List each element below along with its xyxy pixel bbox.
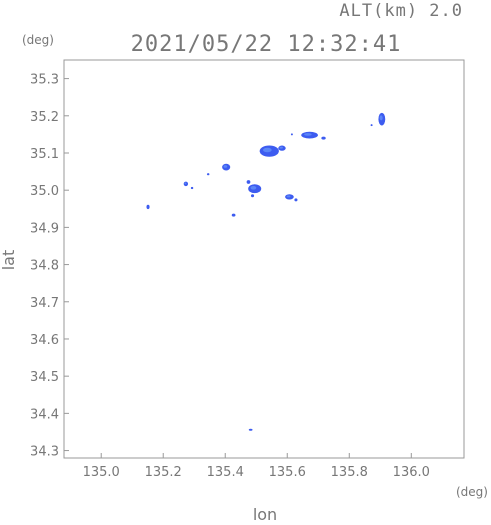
chart-subtitle: ALT(km) 2.0 bbox=[339, 1, 463, 21]
echo-point-core bbox=[184, 182, 187, 185]
echo-point bbox=[246, 180, 251, 184]
y-axis-label: lat bbox=[0, 250, 18, 271]
echo-point-core bbox=[379, 115, 383, 121]
echo-point bbox=[250, 194, 255, 198]
echo-point-core bbox=[279, 146, 283, 149]
x-tick-label: 136.0 bbox=[393, 465, 430, 480]
chart-title: 2021/05/22 12:32:41 bbox=[131, 32, 402, 57]
echo-point bbox=[248, 428, 253, 431]
echo-point-core bbox=[223, 165, 228, 168]
echo-point-core bbox=[263, 147, 272, 153]
echo-layer bbox=[146, 112, 386, 431]
y-tick-label: 34.4 bbox=[30, 407, 59, 422]
x-tick-label: 135.4 bbox=[207, 465, 244, 480]
plot-frame bbox=[63, 59, 465, 459]
y-tick-label: 34.7 bbox=[30, 296, 59, 311]
y-tick-label: 34.8 bbox=[30, 259, 59, 274]
x-tick-label: 135.2 bbox=[145, 465, 182, 480]
echo-point bbox=[290, 133, 293, 136]
echo-point-core bbox=[286, 195, 291, 198]
y-tick-label: 34.6 bbox=[30, 333, 59, 348]
y-tick-label: 35.0 bbox=[30, 184, 59, 199]
echo-point-core bbox=[250, 186, 257, 190]
y-axis: 34.3 34.4 34.5 34.6 34.7 34.8 34.9 35.0 35.1 35.2… bbox=[30, 73, 69, 460]
echo-point bbox=[370, 124, 373, 127]
x-tick-label: 135.6 bbox=[269, 465, 306, 480]
y-tick-label: 35.3 bbox=[30, 73, 59, 88]
y-tick-label: 34.3 bbox=[30, 445, 59, 460]
x-axis-unit: (deg) bbox=[456, 485, 488, 499]
echo-point bbox=[206, 173, 210, 176]
echo-point bbox=[146, 204, 150, 210]
echo-point bbox=[190, 186, 194, 190]
echo-point bbox=[321, 136, 326, 140]
x-tick-label: 135.0 bbox=[83, 465, 120, 480]
x-axis-label: lon bbox=[253, 505, 277, 521]
x-axis: 135.0 135.2 135.4 135.6 135.8 136.0 bbox=[83, 453, 430, 480]
y-tick-label: 35.1 bbox=[30, 147, 59, 162]
echo-point-core bbox=[304, 133, 312, 136]
echo-point bbox=[231, 213, 236, 217]
echo-point bbox=[294, 198, 298, 202]
x-tick-label: 135.8 bbox=[331, 465, 368, 480]
y-tick-label: 35.2 bbox=[30, 110, 59, 125]
y-tick-label: 34.5 bbox=[30, 370, 59, 385]
y-tick-label: 34.9 bbox=[30, 221, 59, 236]
y-axis-unit: (deg) bbox=[22, 33, 54, 47]
